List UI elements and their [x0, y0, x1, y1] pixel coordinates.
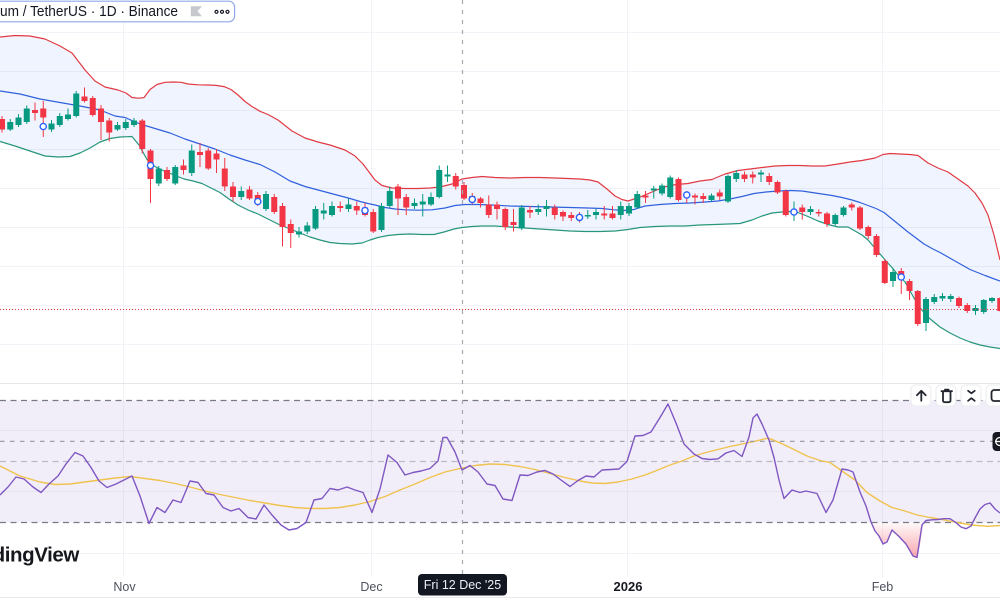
- svg-text:Nov: Nov: [113, 580, 136, 594]
- svg-text:Dec: Dec: [360, 580, 382, 594]
- svg-text:Feb: Feb: [872, 580, 894, 594]
- svg-text:2026: 2026: [614, 579, 643, 594]
- svg-text:Fri 12 Dec '25: Fri 12 Dec '25: [424, 578, 501, 592]
- svg-text:um / TetherUS · 1D · Binance: um / TetherUS · 1D · Binance: [0, 3, 178, 20]
- svg-text:TradingView: TradingView: [0, 544, 79, 567]
